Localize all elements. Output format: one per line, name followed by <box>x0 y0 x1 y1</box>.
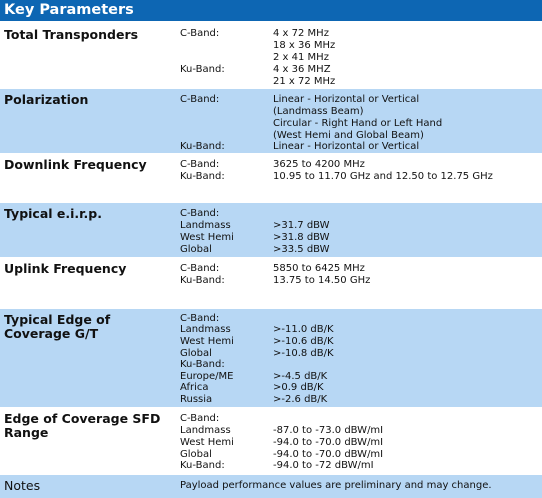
parameter-value: >-4.5 dB/K <box>273 371 328 382</box>
band-label: Ku-Band: <box>180 359 225 370</box>
band-label: C-Band: <box>180 28 220 39</box>
notes-text: Payload performance values are prelimina… <box>180 480 492 491</box>
region-label: West Hemi <box>180 336 234 347</box>
parameter-value: >31.8 dBW <box>273 232 330 243</box>
region-label: Europe/ME <box>180 371 234 382</box>
parameter-value: 21 x 72 MHz <box>273 76 336 87</box>
parameter-value: -87.0 to -73.0 dBW/mI <box>273 425 384 436</box>
page-title: Key Parameters <box>0 0 542 21</box>
band-label: C-Band: <box>180 413 220 424</box>
band-label: Ku-Band: <box>180 141 225 152</box>
parameter-value: Linear - Horizontal or Vertical <box>273 141 420 152</box>
band-label: C-Band: <box>180 263 220 274</box>
region-label: Africa <box>180 382 209 393</box>
parameter-label: Edge of Coverage SFD Range <box>4 411 161 440</box>
region-label: Landmass <box>180 324 231 335</box>
parameter-value: -94.0 to -72 dBW/mI <box>273 460 374 471</box>
region-label: Global <box>180 449 212 460</box>
region-label: West Hemi <box>180 437 234 448</box>
region-label: Landmass <box>180 220 231 231</box>
parameter-value: >31.7 dBW <box>273 220 330 231</box>
band-label: Ku-Band: <box>180 171 225 182</box>
band-label: C-Band: <box>180 94 220 105</box>
parameter-value: 5850 to 6425 MHz <box>273 263 365 274</box>
parameter-row-edge-coverage-gt: Typical Edge of Coverage G/T C-Band: Lan… <box>0 309 542 407</box>
region-label: Global <box>180 348 212 359</box>
parameter-value: >-2.6 dB/K <box>273 394 328 405</box>
parameter-label: Typical e.i.r.p. <box>4 206 102 221</box>
band-label: Ku-Band: <box>180 64 225 75</box>
parameter-value: (West Hemi and Global Beam) <box>273 130 424 141</box>
parameter-value: >-10.6 dB/K <box>273 336 334 347</box>
parameter-value: 18 x 36 MHz <box>273 40 336 51</box>
parameter-value: 3625 to 4200 MHz <box>273 159 365 170</box>
parameter-label: Total Transponders <box>4 27 139 42</box>
region-label: Russia <box>180 394 213 405</box>
parameter-value: >-11.0 dB/K <box>273 324 334 335</box>
parameter-row-sfd-range: Edge of Coverage SFD Range C-Band: Landm… <box>0 408 542 474</box>
parameter-row-downlink-frequency: Downlink Frequency C-Band: 3625 to 4200 … <box>0 154 542 202</box>
parameter-label: Downlink Frequency <box>4 157 147 172</box>
parameter-value: 2 x 41 MHz <box>273 52 329 63</box>
parameter-row-uplink-frequency: Uplink Frequency C-Band: 5850 to 6425 MH… <box>0 258 542 308</box>
parameter-value: (Landmass Beam) <box>273 106 364 117</box>
band-label: C-Band: <box>180 159 220 170</box>
region-label: West Hemi <box>180 232 234 243</box>
parameter-value: 4 x 72 MHz <box>273 28 329 39</box>
parameter-value: >33.5 dBW <box>273 244 330 255</box>
parameter-value: Circular - Right Hand or Left Hand <box>273 118 443 129</box>
parameter-label: Notes <box>4 478 41 493</box>
parameter-value: 13.75 to 14.50 GHz <box>273 275 371 286</box>
parameter-value: >-10.8 dB/K <box>273 348 334 359</box>
parameter-row-polarization: Polarization C-Band: Linear - Horizontal… <box>0 89 542 153</box>
parameter-label: Typical Edge of Coverage G/T <box>4 312 111 341</box>
band-label: Ku-Band: <box>180 275 225 286</box>
parameter-value: >0.9 dB/K <box>273 382 324 393</box>
parameter-value: 10.95 to 11.70 GHz and 12.50 to 12.75 GH… <box>273 171 493 182</box>
band-label: Ku-Band: <box>180 460 225 471</box>
parameter-value: 4 x 36 MHZ <box>273 64 331 75</box>
parameter-label: Uplink Frequency <box>4 261 127 276</box>
band-label: C-Band: <box>180 208 220 219</box>
parameter-row-total-transponders: Total Transponders C-Band: 4 x 72 MHz 18… <box>0 24 542 88</box>
parameter-value: -94.0 to -70.0 dBW/mI <box>273 437 384 448</box>
parameter-value: Linear - Horizontal or Vertical <box>273 94 420 105</box>
band-label: C-Band: <box>180 313 220 324</box>
parameter-label: Polarization <box>4 92 89 107</box>
parameter-row-typical-eirp: Typical e.i.r.p. C-Band: Landmass >31.7 … <box>0 203 542 257</box>
region-label: Landmass <box>180 425 231 436</box>
parameter-row-notes: Notes Payload performance values are pre… <box>0 475 542 498</box>
region-label: Global <box>180 244 212 255</box>
parameter-value: -94.0 to -70.0 dBW/mI <box>273 449 384 460</box>
